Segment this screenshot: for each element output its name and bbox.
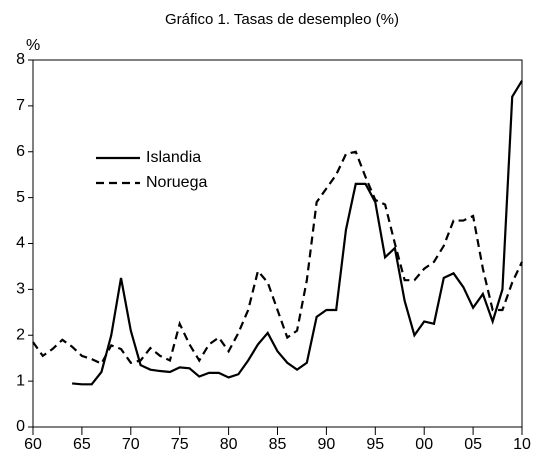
y-tick-label: 3 [16, 281, 25, 298]
legend-label: Islandia [146, 149, 201, 166]
y-tick-label: 8 [16, 51, 25, 68]
series-line [32, 150, 523, 366]
plot-frame [32, 59, 523, 428]
y-tick-label: 4 [16, 235, 25, 252]
y-tick-label: 0 [16, 418, 25, 435]
x-tick-label: 10 [513, 436, 531, 453]
y-tick-label: 5 [16, 189, 25, 206]
x-tick-label: 00 [415, 436, 433, 453]
x-tick-label: 95 [366, 436, 384, 453]
x-tick-label: 70 [122, 436, 140, 453]
x-tick-label: 05 [464, 436, 482, 453]
y-tick-label: 1 [16, 372, 25, 389]
y-tick-label: 6 [16, 143, 25, 160]
x-tick-label: 80 [220, 436, 238, 453]
y-tick-label: 7 [16, 97, 25, 114]
series-line [72, 80, 523, 386]
x-tick-label: 85 [269, 436, 287, 453]
y-tick-label: 2 [16, 326, 25, 343]
legend-label: Noruega [146, 174, 207, 191]
x-tick-label: 60 [24, 436, 42, 453]
chart-title: Gráfico 1. Tasas de desempleo (%) [165, 11, 399, 28]
x-tick-label: 65 [73, 436, 91, 453]
y-axis-label: % [26, 37, 40, 54]
x-tick-label: 90 [318, 436, 336, 453]
x-tick-label: 75 [171, 436, 189, 453]
